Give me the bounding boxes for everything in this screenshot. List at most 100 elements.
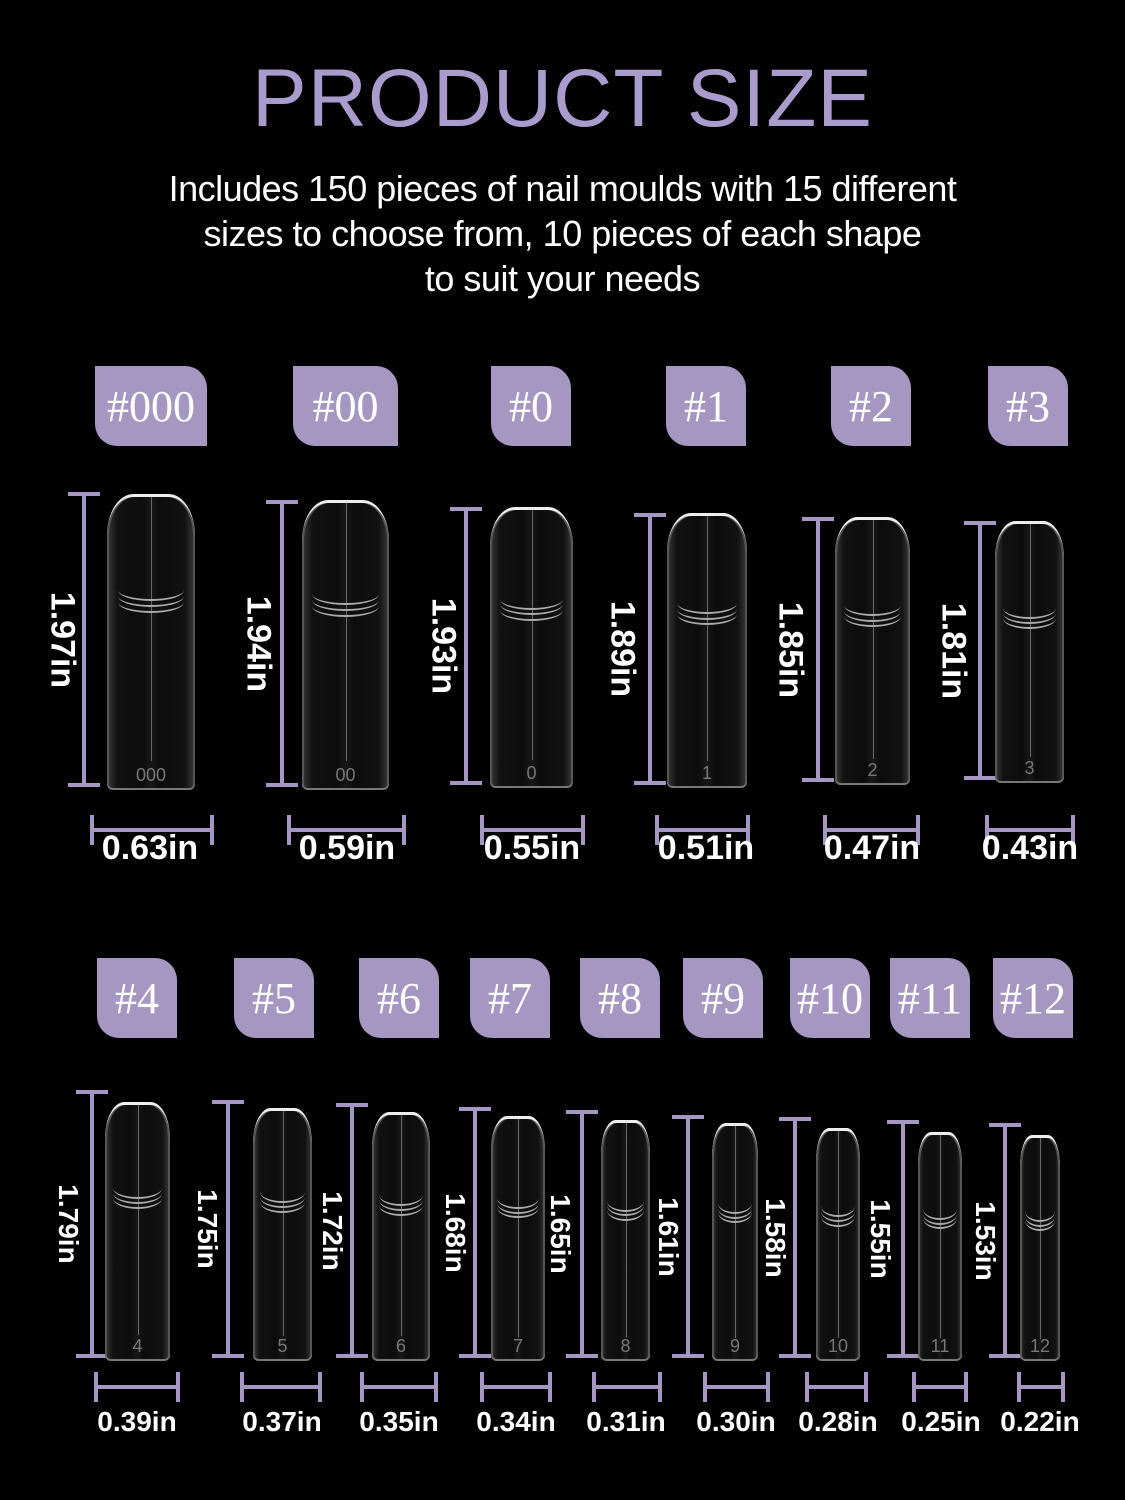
length-label: 1.53in: [970, 1200, 1001, 1281]
nail-tip-image: 12: [1020, 1135, 1060, 1361]
nail-tip-image: 5: [253, 1108, 312, 1361]
nail-size-number: 3: [1024, 758, 1035, 778]
width-label: 0.63in: [101, 829, 199, 867]
nail-tip-image: 00: [302, 500, 389, 790]
width-label: 0.59in: [298, 829, 396, 867]
size-tag: #1: [666, 366, 746, 446]
size-tag: #11: [890, 958, 970, 1038]
length-dimension-line: [802, 517, 834, 782]
nail-tip-image: 2: [835, 517, 910, 785]
nail-size-number: 6: [395, 1336, 406, 1356]
nail-size-number: 12: [1029, 1336, 1051, 1356]
width-dimension-line: [912, 1372, 968, 1402]
nail-tip-image: 9: [712, 1123, 758, 1361]
nail-tip-image: 000: [107, 494, 195, 790]
length-dimension-line: [672, 1115, 704, 1358]
width-dimension-line: [360, 1372, 438, 1402]
width-label: 0.37in: [242, 1406, 322, 1437]
length-dimension-line: [964, 521, 996, 780]
subtitle-line: sizes to choose from, 10 pieces of each …: [203, 213, 922, 254]
nail-size-number: 7: [512, 1336, 523, 1356]
length-dimension-line: [266, 500, 298, 787]
width-dimension-line: [480, 815, 585, 845]
size-tag: #7: [470, 958, 550, 1038]
length-dimension-line: [779, 1117, 811, 1358]
width-label: 0.51in: [657, 829, 755, 867]
length-dimension-line: [887, 1120, 919, 1358]
size-tag: #5: [234, 958, 314, 1038]
length-label: 1.81in: [934, 602, 973, 699]
length-dimension-line: [459, 1107, 491, 1358]
length-label: 1.55in: [865, 1199, 896, 1279]
length-label: 1.75in: [192, 1189, 223, 1269]
width-dimension-line: [287, 815, 406, 845]
size-tag: #12: [993, 958, 1073, 1038]
length-label: 1.89in: [603, 600, 642, 698]
size-tag: #6: [359, 958, 439, 1038]
length-label: 1.65in: [545, 1194, 576, 1274]
nail-size-number: 1: [701, 763, 712, 783]
width-label: 0.25in: [901, 1406, 981, 1437]
length-dimension-line: [336, 1103, 368, 1358]
nail-tip-image: 3: [995, 521, 1064, 783]
nail-size-number: 0: [526, 763, 537, 783]
nail-size-number: 5: [277, 1336, 288, 1356]
length-label: 1.94in: [239, 595, 278, 692]
nail-tip-image: 7: [491, 1116, 545, 1361]
size-tag: #10: [790, 958, 870, 1038]
page-title: PRODUCT SIZE: [252, 53, 873, 144]
nail-size-number: 4: [132, 1336, 143, 1356]
nail-tip-image: 10: [816, 1128, 860, 1361]
width-dimension-line: [703, 1372, 770, 1402]
length-label: 1.72in: [317, 1190, 348, 1271]
size-tag: #000: [95, 366, 207, 446]
length-label: 1.97in: [43, 591, 82, 688]
length-dimension-line: [566, 1110, 598, 1358]
width-dimension-line: [480, 1372, 552, 1402]
nail-tip-image: 1: [667, 513, 747, 788]
width-label: 0.31in: [586, 1406, 666, 1437]
width-dimension-line: [240, 1372, 322, 1402]
size-tag: #00: [293, 366, 398, 446]
nail-tip-image: 0: [490, 507, 573, 788]
length-dimension-line: [450, 507, 482, 785]
nail-size-number: 8: [620, 1336, 631, 1356]
length-label: 1.61in: [653, 1196, 684, 1277]
width-dimension-line: [592, 1372, 662, 1402]
width-label: 0.55in: [483, 829, 581, 867]
length-label: 1.58in: [760, 1197, 791, 1278]
length-dimension-line: [634, 513, 666, 785]
subtitle-line: Includes 150 pieces of nail moulds with …: [168, 168, 957, 209]
width-label: 0.39in: [97, 1406, 177, 1437]
subtitle-line: to suit your needs: [424, 258, 701, 299]
width-dimension-line: [655, 815, 750, 845]
length-dimension-line: [989, 1123, 1021, 1358]
width-label: 0.35in: [359, 1406, 439, 1437]
width-label: 0.47in: [823, 829, 921, 867]
size-tag: #3: [988, 366, 1068, 446]
nail-tip-image: 8: [601, 1120, 650, 1361]
length-dimension-line: [68, 492, 100, 787]
width-label: 0.30in: [696, 1406, 776, 1437]
nail-size-number: 000: [135, 765, 167, 785]
width-dimension-line: [823, 815, 920, 845]
length-label: 1.93in: [424, 597, 463, 695]
size-tag: #0: [491, 366, 571, 446]
width-dimension-line: [90, 815, 214, 845]
nail-tip-image: 11: [918, 1132, 962, 1361]
nail-size-number: 00: [335, 765, 356, 785]
nail-tip-image: 4: [105, 1102, 170, 1361]
width-dimension-line: [985, 815, 1075, 845]
nail-size-number: 2: [867, 760, 878, 780]
size-tag: #9: [683, 958, 763, 1038]
length-label: 1.68in: [440, 1192, 471, 1273]
width-label: 0.43in: [981, 829, 1079, 867]
length-label: 1.79in: [53, 1184, 84, 1264]
size-tag: #4: [97, 958, 177, 1038]
nail-size-number: 11: [930, 1336, 950, 1356]
width-label: 0.34in: [476, 1406, 556, 1437]
size-tag: #2: [831, 366, 911, 446]
nail-tip-image: 6: [372, 1112, 430, 1361]
length-dimension-line: [212, 1100, 244, 1358]
